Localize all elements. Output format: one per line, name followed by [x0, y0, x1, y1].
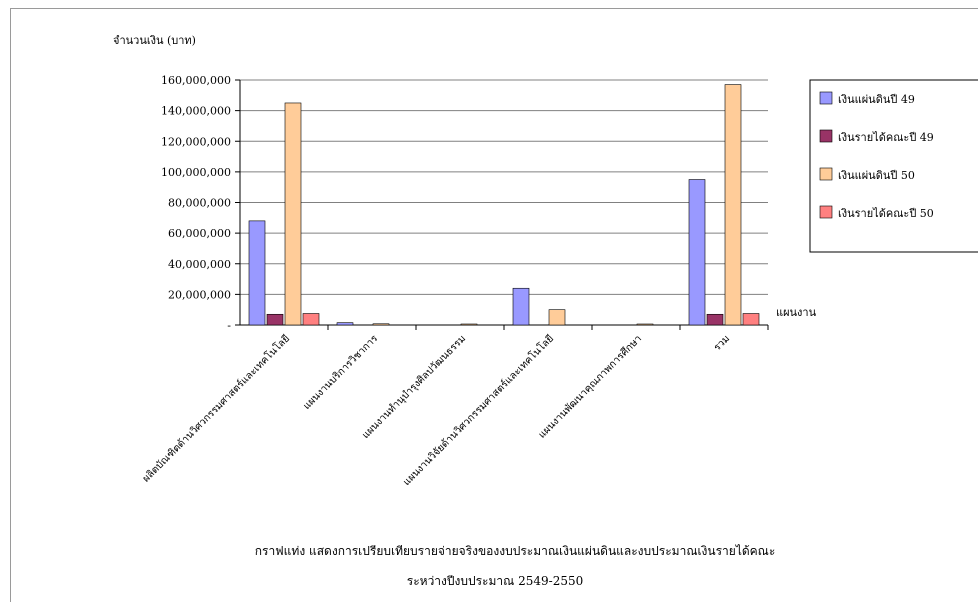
chart-frame [10, 8, 978, 602]
y-tick-label: 120,000,000 [161, 135, 231, 148]
y-tick-label: 60,000,000 [168, 227, 231, 240]
bar [372, 323, 390, 326]
legend-swatch [819, 167, 833, 181]
legend: เงินแผ่นดินปี 49 เงินรายได้คณะปี 49 เงินแผ… [809, 79, 978, 253]
legend-swatch [819, 205, 833, 219]
x-category-label: ผลิตบัณฑิตด้านวิศวกรรมศาสตร์และเทคโนโลยี [139, 332, 292, 485]
y-tick-label: 80,000,000 [168, 197, 231, 210]
y-axis-title: จำนวนเงิน (บาท) [113, 34, 196, 47]
x-category-label: รวม [712, 333, 732, 353]
x-category-label: แผนงานบริการวิชาการ [301, 333, 380, 412]
legend-swatch [819, 129, 833, 143]
x-category-label: แผนงานทำนุบำรุงศิลปวัฒนธรรม [360, 333, 468, 441]
bar [512, 287, 530, 326]
bar [302, 313, 320, 326]
legend-box [809, 79, 978, 253]
x-category-label: แผนงานพัฒนาคุณภาพการศึกษา [536, 333, 644, 441]
y-tick-label: 40,000,000 [168, 258, 231, 271]
gridlines [235, 79, 768, 326]
legend-label: เงินแผ่นดินปี 50 [838, 169, 915, 182]
bar [724, 84, 742, 326]
y-axis-ticks: - 20,000,000 40,000,000 60,000,000 80,000,00… [161, 74, 231, 332]
bar [266, 313, 284, 326]
y-tick-label: 160,000,000 [161, 74, 231, 87]
bar [336, 322, 354, 326]
y-tick-label: 100,000,000 [161, 166, 231, 179]
bar [706, 313, 724, 326]
legend-label: เงินรายได้คณะปี 49 [838, 131, 934, 144]
y-tick-label: 140,000,000 [161, 105, 231, 118]
bar [688, 179, 706, 326]
legend-swatch [819, 91, 833, 105]
bar [636, 323, 654, 326]
caption-line-2: ระหว่างปีงบประมาณ 2549-2550 [407, 574, 583, 588]
legend-label: เงินแผ่นดินปี 49 [838, 93, 915, 106]
y-tick-label: - [227, 319, 231, 332]
bar [284, 102, 302, 326]
caption-line-1: กราฟแท่ง แสดงการเปรียบเทียบรายจ่ายจริงขอ… [255, 544, 776, 558]
x-axis-title: แผนงาน [776, 306, 817, 319]
bars [248, 84, 769, 330]
y-tick-label: 20,000,000 [168, 288, 231, 301]
x-category-label: แผนงานวิจัยด้านวิศวกรรมศาสตร์และเทคโนโลย… [400, 332, 556, 488]
x-axis-categories: ผลิตบัณฑิตด้านวิศวกรรมศาสตร์และเทคโนโลยี… [139, 332, 732, 488]
legend-label: เงินรายได้คณะปี 50 [838, 207, 934, 220]
bar [460, 323, 478, 326]
bar [548, 309, 566, 326]
bar [742, 313, 760, 326]
bar [248, 220, 266, 326]
